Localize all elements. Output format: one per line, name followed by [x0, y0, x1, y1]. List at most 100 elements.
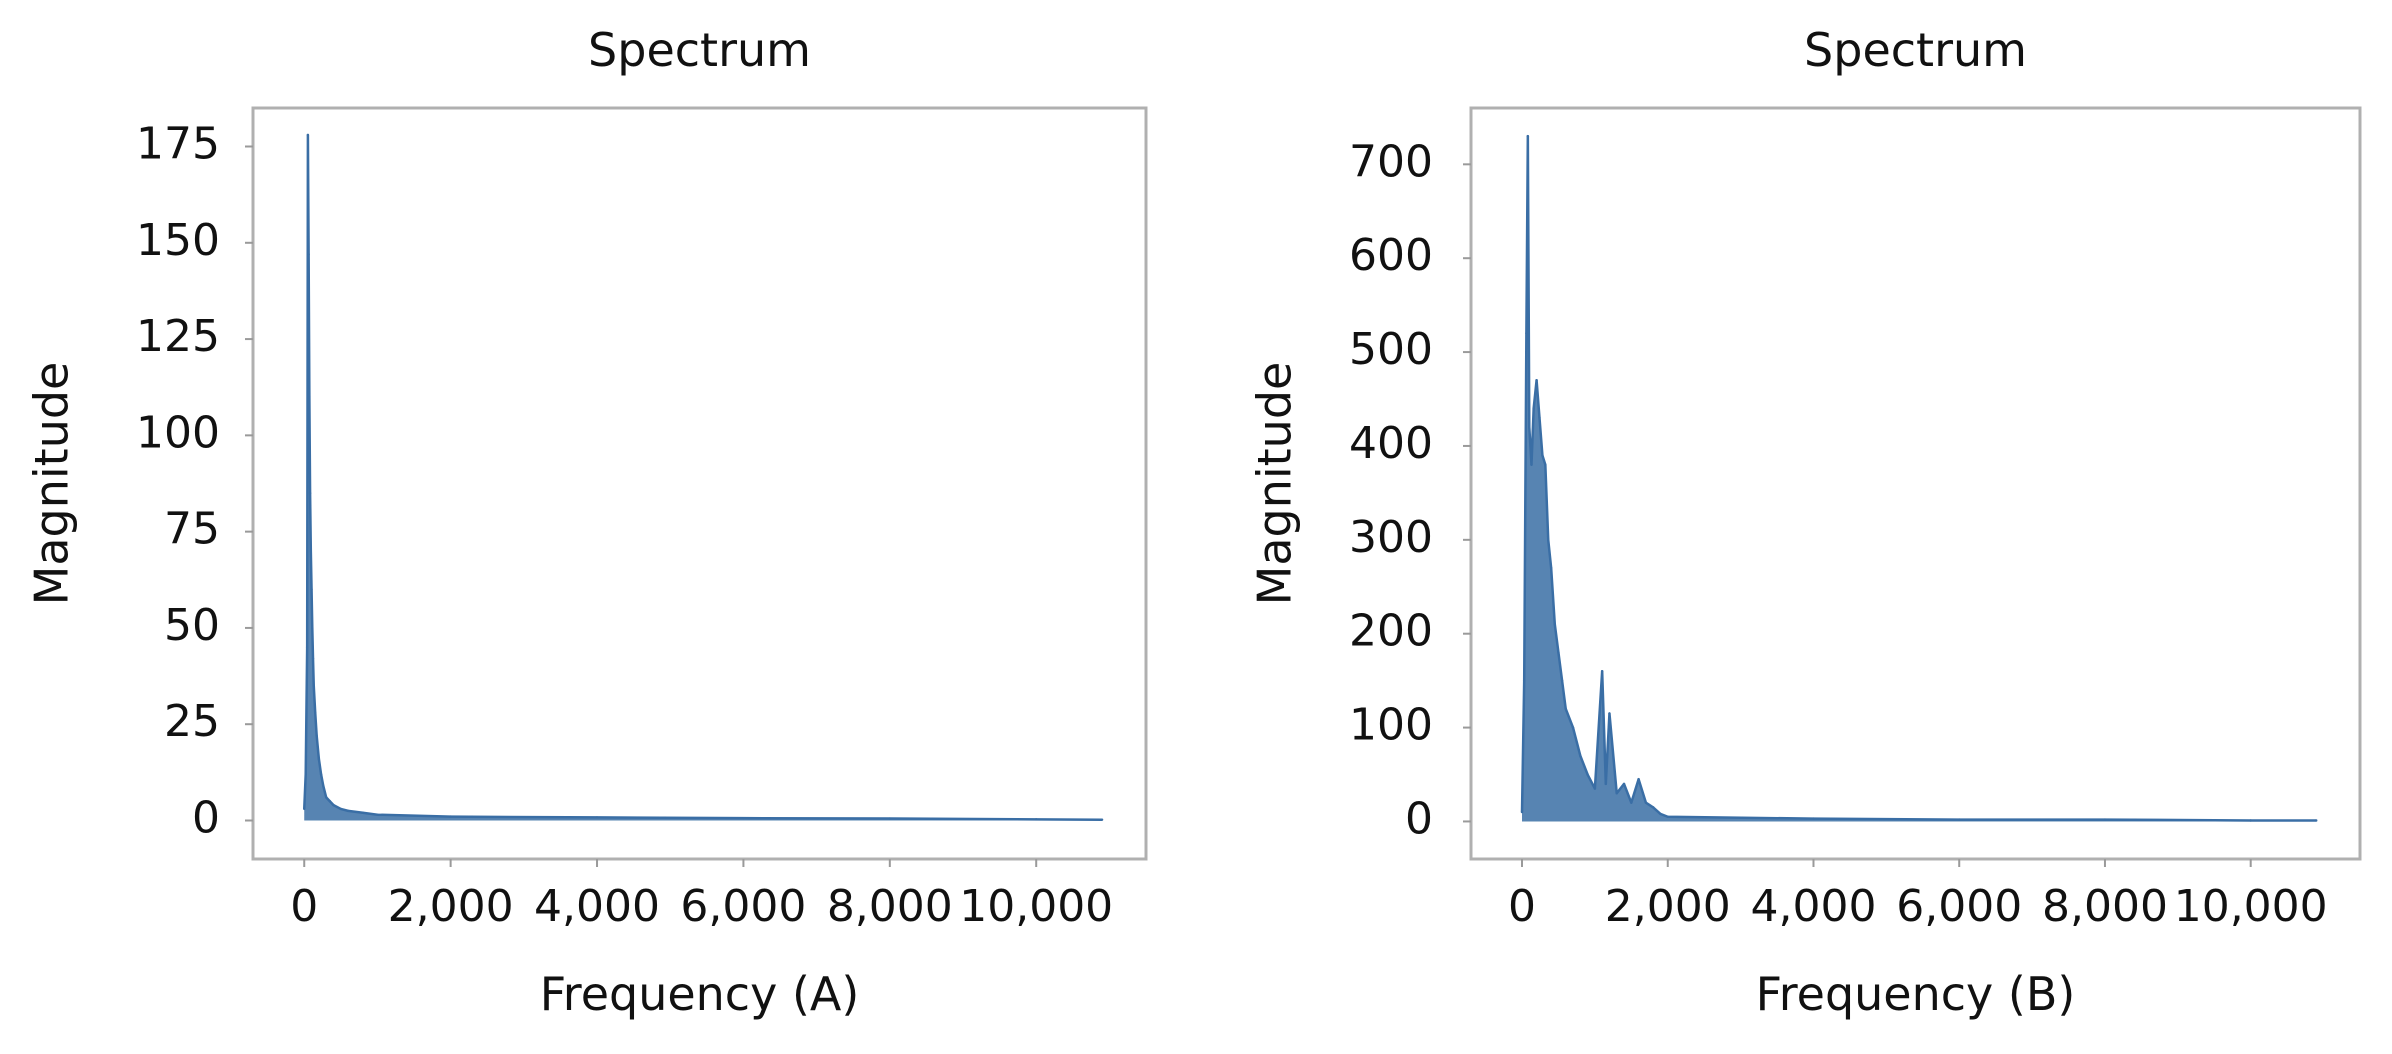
- plot-frame: [251, 106, 1148, 861]
- data-point: [1622, 782, 1626, 786]
- x-tick-label: 6,000: [680, 881, 806, 932]
- y-tick-label: 700: [1349, 136, 1433, 187]
- x-tick-label: 2,000: [1605, 881, 1731, 932]
- data-point: [1564, 707, 1567, 710]
- x-tick-group: 0 2,000 4,000 6,000 8,000 10,000: [290, 859, 1113, 932]
- data-point: [1600, 670, 1604, 673]
- series-line: [1520, 134, 2317, 822]
- y-axis-label: Magnitude: [25, 362, 79, 606]
- data-point: [1659, 812, 1662, 816]
- y-tick-label: 0: [1405, 793, 1433, 844]
- y-tick-label: 200: [1349, 606, 1433, 657]
- y-tick-label: 500: [1349, 324, 1433, 375]
- data-point: [310, 588, 313, 591]
- chart-panel-a: Spectrum Frequency (A) Magnitude 0 2,000 4…: [25, 23, 1148, 1021]
- data-point: [888, 817, 892, 820]
- data-point: [1541, 454, 1544, 457]
- data-point: [332, 803, 335, 807]
- data-point: [1608, 712, 1611, 715]
- y-tick-label: 125: [136, 311, 220, 362]
- x-tick-label: 2,000: [388, 881, 514, 932]
- x-tick-label: 8,000: [2042, 881, 2168, 932]
- series-area: [1522, 136, 2317, 822]
- data-point: [1522, 679, 1526, 682]
- data-point: [308, 395, 311, 399]
- data-point: [1630, 801, 1633, 804]
- data-point: [361, 811, 364, 814]
- series-area: [304, 134, 1103, 821]
- data-point: [1528, 425, 1531, 429]
- data-point: [1535, 379, 1538, 382]
- x-tick-label: 10,000: [2174, 881, 2328, 932]
- x-tick-label: 8,000: [827, 881, 953, 932]
- x-tick-label: 4,000: [534, 881, 660, 932]
- data-point: [307, 253, 310, 256]
- data-point: [309, 549, 313, 553]
- data-point: [322, 784, 325, 788]
- chart-title: Spectrum: [588, 23, 811, 77]
- x-tick-label: 0: [1508, 881, 1536, 932]
- x-tick-label: 4,000: [1750, 881, 1876, 932]
- y-tick-group: 0 100 200 300 400 500 600 700: [1349, 136, 1471, 844]
- y-tick-label: 300: [1349, 512, 1433, 563]
- data-point: [317, 757, 321, 761]
- data-point: [346, 809, 350, 813]
- data-point: [2103, 818, 2107, 821]
- data-point: [1532, 407, 1535, 410]
- y-tick-label: 50: [164, 600, 220, 651]
- data-point: [339, 807, 343, 811]
- data-point: [306, 133, 310, 137]
- data-point: [1593, 787, 1597, 790]
- y-axis-label: Magnitude: [1248, 362, 1302, 606]
- x-axis-label: Frequency (A): [540, 967, 860, 1021]
- y-tick-label: 175: [136, 119, 220, 170]
- data-point: [1100, 818, 1104, 821]
- data-point: [1604, 782, 1608, 786]
- y-tick-label: 0: [192, 792, 220, 843]
- data-point: [449, 815, 452, 818]
- data-point: [328, 800, 332, 803]
- y-tick-label: 100: [136, 407, 220, 458]
- y-tick-label: 600: [1349, 230, 1433, 281]
- data-point: [1586, 773, 1589, 776]
- data-point: [319, 773, 323, 776]
- data-point: [742, 816, 745, 820]
- data-point: [311, 626, 314, 630]
- data-point: [1560, 679, 1564, 682]
- data-point: [304, 773, 307, 776]
- data-point: [1520, 810, 1524, 814]
- data-point: [315, 734, 318, 737]
- data-point: [2249, 819, 2252, 822]
- y-tick-label: 100: [1349, 700, 1433, 751]
- data-point: [1557, 651, 1560, 654]
- data-point: [305, 645, 309, 649]
- data-point: [1538, 416, 1541, 419]
- data-point: [2315, 819, 2318, 822]
- data-point: [314, 711, 317, 714]
- data-point: [1666, 815, 1669, 818]
- data-point: [1035, 818, 1038, 821]
- series-group: [302, 133, 1104, 821]
- chart-panel-b: Spectrum Frequency (B) Magnitude 0 2,000 4…: [1248, 23, 2362, 1021]
- x-tick-label: 6,000: [1896, 881, 2022, 932]
- data-point: [308, 491, 312, 495]
- data-point: [1615, 792, 1618, 795]
- y-tick-group: 0 25 50 75 100 125 150 175: [136, 119, 253, 843]
- data-point: [1549, 566, 1553, 570]
- data-point: [1637, 778, 1640, 781]
- data-point: [1651, 806, 1655, 809]
- data-point: [1958, 818, 1961, 821]
- y-tick-label: 150: [136, 215, 220, 266]
- x-tick-label: 10,000: [959, 881, 1113, 932]
- series-line: [302, 133, 1103, 821]
- y-tick-label: 400: [1349, 418, 1433, 469]
- data-point: [1525, 332, 1528, 335]
- data-point: [1571, 726, 1575, 729]
- data-point: [324, 796, 328, 799]
- data-point: [1530, 463, 1533, 466]
- data-point: [312, 684, 315, 687]
- chart-title: Spectrum: [1804, 23, 2027, 77]
- plot-frame: [1469, 106, 2362, 861]
- data-point: [1544, 463, 1547, 466]
